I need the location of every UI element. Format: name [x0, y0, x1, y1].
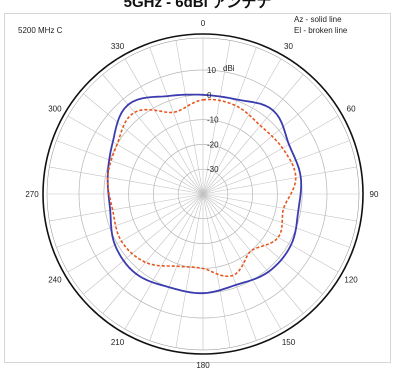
radial-tick-label: -30 — [207, 165, 219, 174]
radial-tick-label: 0 — [207, 91, 212, 100]
chart-frame — [4, 13, 391, 363]
grid-spoke — [67, 193, 204, 273]
grid-spoke — [202, 193, 339, 273]
angle-tick-label: 330 — [111, 42, 125, 51]
grid-spoke — [202, 93, 323, 195]
grid-spoke — [202, 193, 257, 341]
grid-spoke — [175, 193, 204, 348]
grid-spoke — [202, 193, 282, 330]
angle-tick-label: 240 — [48, 276, 62, 285]
angle-tick-label: 90 — [370, 190, 379, 199]
outer-ring — [42, 33, 364, 355]
radial-unit-label: dBi — [223, 64, 235, 73]
chart-title: 5GHz - 6dBi アンテナ — [123, 0, 272, 11]
grid-spoke — [202, 193, 357, 222]
grid-spoke — [202, 58, 282, 195]
series-az-line — [106, 93, 303, 295]
grid-spoke — [124, 193, 204, 330]
angle-tick-label: 60 — [347, 105, 356, 114]
angle-tick-label: 210 — [111, 338, 125, 347]
grid-spoke — [83, 193, 204, 295]
grid-spoke — [202, 74, 304, 195]
legend: Az - solid line El - broken line — [294, 14, 347, 36]
grid-spoke — [149, 47, 204, 195]
grid-spoke — [149, 193, 204, 341]
angle-tick-label: 0 — [201, 19, 206, 28]
angle-tick-label: 150 — [282, 338, 296, 347]
radial-tick-label: -20 — [207, 140, 219, 149]
grid-spoke — [83, 93, 204, 195]
grid-spoke — [202, 47, 257, 195]
grid-spoke — [56, 193, 204, 248]
grid-spoke — [202, 166, 357, 195]
radial-tick-label: -10 — [207, 116, 219, 125]
grid-spoke — [202, 193, 350, 248]
frequency-label: 5200 MHz C — [18, 26, 63, 35]
grid-spoke — [175, 40, 204, 195]
grid-spoke — [102, 74, 204, 195]
grid-spoke — [202, 140, 350, 195]
grid-spoke — [67, 115, 204, 195]
radial-tick-label: 10 — [207, 66, 216, 75]
grid-spoke — [49, 193, 204, 222]
grid-spoke — [202, 115, 339, 195]
grid-spoke — [202, 193, 231, 348]
grid-spoke — [124, 58, 204, 195]
grid-spoke — [202, 193, 323, 295]
legend-el: El - broken line — [294, 26, 348, 35]
angle-tick-label: 30 — [284, 42, 293, 51]
grid-spoke — [56, 140, 204, 195]
legend-az: Az - solid line — [294, 15, 342, 24]
grid-spoke — [202, 193, 304, 314]
angle-tick-label: 270 — [25, 190, 39, 199]
series-el-line — [106, 98, 297, 278]
grid-spoke — [102, 193, 204, 314]
angle-tick-label: 120 — [344, 276, 358, 285]
grid-spoke — [202, 40, 231, 195]
angle-tick-label: 300 — [48, 105, 62, 114]
grid-spoke — [49, 166, 204, 195]
angle-tick-label: 180 — [196, 361, 210, 369]
